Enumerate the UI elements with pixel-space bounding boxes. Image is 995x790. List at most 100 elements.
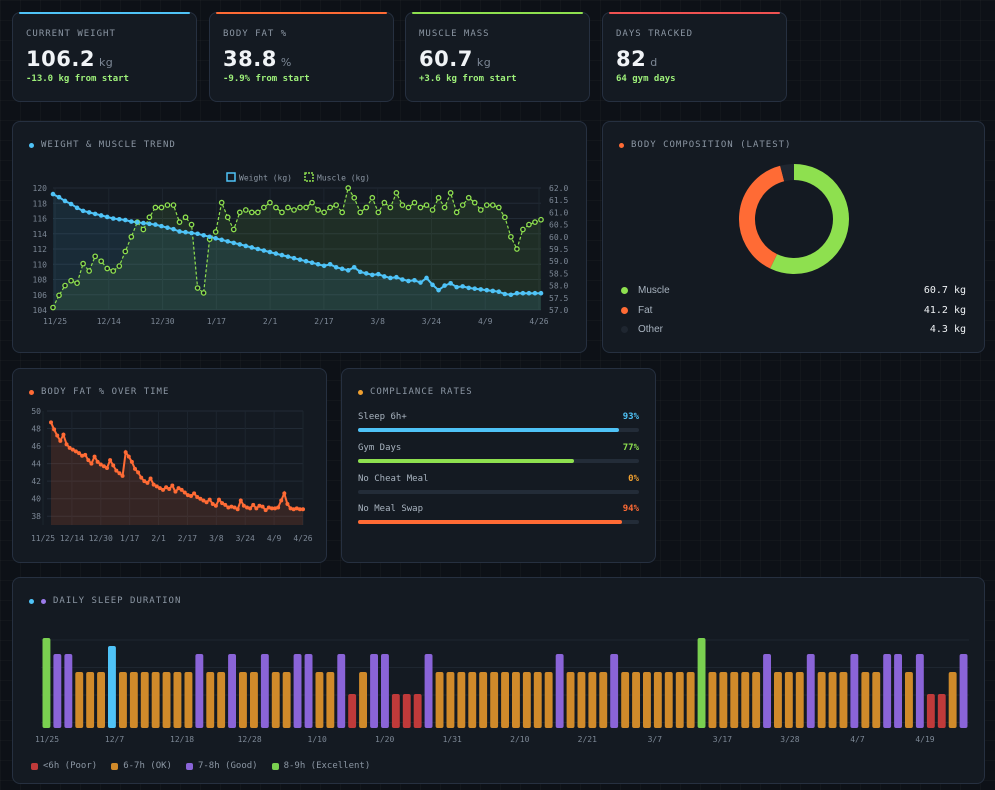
weight-point xyxy=(213,236,218,241)
sleep-bar xyxy=(151,672,160,728)
bodyfat-point xyxy=(123,450,128,455)
title-dot-icon xyxy=(29,598,34,604)
weight-point xyxy=(297,257,303,262)
sleep-bar xyxy=(839,672,848,728)
muscle-point xyxy=(92,253,99,260)
sleep-bar xyxy=(719,672,728,728)
bodyfat-point xyxy=(217,497,221,502)
x-tick-label: 12/30 xyxy=(151,317,175,326)
weight-point xyxy=(454,284,459,290)
panel-title: COMPLIANCE RATES xyxy=(358,387,473,397)
weight-point xyxy=(327,261,333,267)
y-tick-label: 50 xyxy=(31,407,41,416)
y-tick-label: 38 xyxy=(31,512,41,521)
bodyfat-point xyxy=(204,500,209,505)
compliance-sleep: Sleep 6h+ 93% xyxy=(358,412,639,438)
weight-point xyxy=(147,221,152,227)
bodyfat-point xyxy=(61,432,66,437)
sleep-bar xyxy=(588,672,597,728)
weight-point xyxy=(159,223,164,229)
stat-card-bodyfat: BODY FAT % 38.8% -9.9% from start xyxy=(209,12,394,102)
y-right-tick-label: 59.5 xyxy=(549,245,568,254)
sleep-panel: DAILY SLEEP DURATION 11/25 12/7 12/18 12/28… xyxy=(12,577,985,784)
stat-value: 82 d xyxy=(616,47,658,71)
legend-name: Other xyxy=(638,323,664,335)
bodyfat-point xyxy=(291,507,296,512)
bodyfat-point xyxy=(223,502,228,507)
compliance-swap: No Meal Swap 94% xyxy=(358,504,639,530)
panel-title: BODY COMPOSITION (LATEST) xyxy=(619,140,791,150)
x-tick-label: 12/14 xyxy=(60,534,84,543)
muscle-point xyxy=(321,209,327,216)
bodyfat-point xyxy=(142,479,147,484)
bodyfat-point xyxy=(126,454,131,459)
sleep-bar xyxy=(260,654,269,728)
sleep-bar xyxy=(97,672,105,728)
weight-point xyxy=(249,245,255,250)
sleep-bar xyxy=(872,672,881,728)
legend-label: Muscle (kg) xyxy=(317,174,370,183)
x-tick-label: 12/28 xyxy=(238,735,262,744)
weight-point xyxy=(104,214,110,220)
weight-point xyxy=(339,266,345,272)
muscle-point xyxy=(182,214,189,221)
bodyfat-point xyxy=(176,486,181,491)
weight-area xyxy=(53,194,541,310)
bodyfat-point xyxy=(157,486,162,491)
weight-point xyxy=(412,277,417,283)
muscle-point xyxy=(526,221,532,228)
bodyfat-point xyxy=(185,493,190,498)
x-tick-label: 2/17 xyxy=(178,534,197,543)
sleep-bar xyxy=(140,672,149,728)
muscle-point xyxy=(291,207,297,213)
muscle-point xyxy=(273,204,279,211)
y-tick-label: 40 xyxy=(31,495,41,504)
stat-label: MUSCLE MASS xyxy=(419,29,490,39)
title-dot-icon xyxy=(358,389,363,395)
muscle-point xyxy=(351,194,358,201)
muscle-point xyxy=(146,214,153,221)
x-tick-label: 1/20 xyxy=(375,735,394,744)
sleep-chart: 11/25 12/7 12/18 12/28 1/10 1/20 1/31 2/10 2/21 3… xyxy=(35,638,969,744)
x-tick-label: 11/25 xyxy=(31,534,55,543)
y-right-tick-label: 61.0 xyxy=(549,208,568,217)
weight-line xyxy=(52,193,541,296)
bodyfat-point xyxy=(117,471,122,476)
bodyfat-point xyxy=(198,496,203,501)
compliance-fill xyxy=(358,459,575,463)
bodyfat-point xyxy=(251,502,256,507)
stat-card-muscle: MUSCLE MASS 60.7 kg +3.6 kg from start xyxy=(405,12,590,102)
sleep-bar xyxy=(108,646,116,728)
stat-label: BODY FAT % xyxy=(223,29,288,39)
muscle-point xyxy=(333,202,340,208)
sleep-bar xyxy=(490,672,499,728)
x-tick-label: 4/7 xyxy=(850,735,865,744)
sleep-bar xyxy=(752,672,761,728)
weight-point xyxy=(400,277,405,282)
bodyfat-point xyxy=(220,501,225,506)
weight-point xyxy=(357,269,363,275)
bodyfat-point xyxy=(101,464,106,469)
bodyfat-point xyxy=(167,487,172,492)
sleep-bar xyxy=(926,694,935,728)
weight-point xyxy=(370,272,375,278)
muscle-line xyxy=(52,186,542,308)
sleep-bar xyxy=(861,672,870,728)
other-swatch-icon xyxy=(621,325,628,333)
weight-point xyxy=(62,198,68,204)
sleep-bar xyxy=(119,672,127,728)
muscle-point xyxy=(164,202,171,208)
muscle-point xyxy=(309,199,315,206)
weight-point xyxy=(171,226,176,232)
bodyfat-point xyxy=(161,487,165,492)
stat-card-days: DAYS TRACKED 82 d 64 gym days xyxy=(602,12,787,102)
bodyfat-point xyxy=(80,453,85,458)
fat-swatch-icon xyxy=(621,306,628,314)
sleep-bar xyxy=(850,654,859,728)
muscle-point xyxy=(104,265,111,272)
sleep-bar xyxy=(501,672,509,728)
weight-point xyxy=(502,291,508,297)
y-right-tick-label: 58.0 xyxy=(549,282,568,291)
compliance-label: No Meal Swap xyxy=(358,504,424,514)
muscle-point xyxy=(200,290,207,296)
